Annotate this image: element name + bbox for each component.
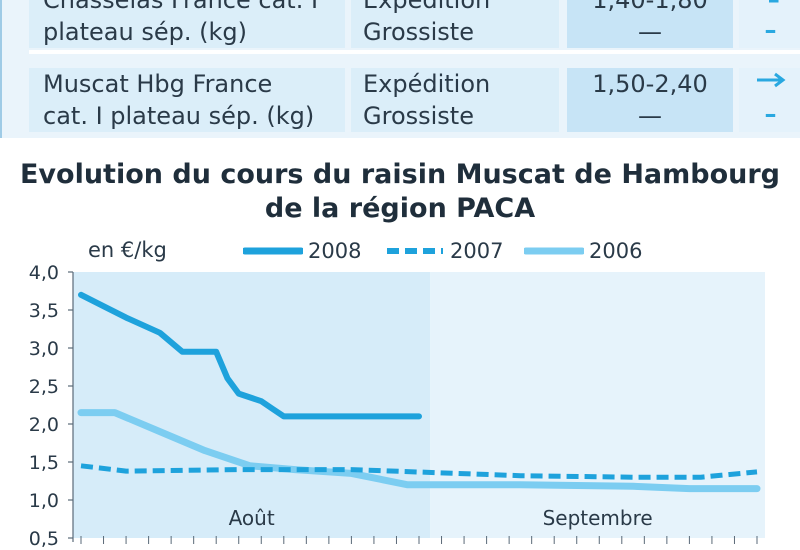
product-cell: Chasselas France cat. I plateau sép. (kg… bbox=[29, 0, 345, 48]
legend-swatch-2008 bbox=[243, 247, 303, 255]
trend-cell: – bbox=[739, 68, 800, 132]
stage-cell: Expédition Grossiste bbox=[351, 0, 559, 48]
product-name-detail: plateau sép. (kg) bbox=[43, 18, 247, 46]
stage-line: Grossiste bbox=[363, 18, 474, 46]
period-label-august: Août bbox=[229, 506, 275, 530]
trend-stable-icon bbox=[739, 68, 800, 100]
chart-title-line: de la région PACA bbox=[264, 193, 536, 224]
line-chart: 4,0 3,5 3,0 2,5 2,0 1,5 1,0 0,5 Août Septembre bbox=[29, 262, 765, 550]
chart-title-line: Evolution du cours du raisin Muscat de H… bbox=[19, 159, 781, 190]
trend-down-icon bbox=[739, 0, 800, 16]
price-value: 1,40-1,80 bbox=[592, 0, 708, 14]
price-value: — bbox=[638, 102, 662, 130]
price-value: 1,50-2,40 bbox=[592, 70, 708, 98]
trend-cell: – bbox=[739, 0, 800, 48]
legend-swatch-2006 bbox=[524, 247, 584, 255]
legend-label: 2007 bbox=[450, 239, 504, 263]
series-line-2007 bbox=[80, 463, 758, 480]
stage-line: Expédition bbox=[363, 0, 491, 14]
product-name: Chasselas France cat. I bbox=[43, 0, 319, 14]
stage-line: Grossiste bbox=[363, 102, 474, 130]
stage-cell: Expédition Grossiste bbox=[351, 68, 559, 132]
y-tick-label: 1,5 bbox=[29, 452, 59, 474]
y-tick-label: 2,0 bbox=[29, 414, 59, 436]
product-name-detail: cat. I plateau sép. (kg) bbox=[43, 102, 315, 130]
period-band-september bbox=[430, 272, 765, 538]
period-label-september: Septembre bbox=[543, 506, 653, 530]
y-tick-label: 3,0 bbox=[29, 338, 59, 360]
table-row: Muscat Hbg France cat. I plateau sép. (k… bbox=[29, 68, 800, 132]
product-cell: Muscat Hbg France cat. I plateau sép. (k… bbox=[29, 68, 345, 132]
legend-label: 2006 bbox=[589, 239, 643, 263]
y-tick-label: 3,5 bbox=[29, 300, 59, 322]
price-cell: 1,50-2,40 — bbox=[567, 68, 733, 132]
series-line-2008 bbox=[78, 291, 422, 420]
period-band-august bbox=[73, 272, 431, 538]
y-tick-label: 0,5 bbox=[29, 528, 59, 550]
price-value: — bbox=[638, 18, 662, 46]
y-tick-label: 2,5 bbox=[29, 376, 59, 398]
row-divider bbox=[29, 50, 800, 54]
chart-title: Evolution du cours du raisin Muscat de H… bbox=[0, 158, 800, 226]
product-name: Muscat Hbg France bbox=[43, 70, 273, 98]
legend-swatch-2007 bbox=[387, 248, 443, 254]
y-tick-label: 1,0 bbox=[29, 490, 59, 512]
price-table: Chasselas France cat. I plateau sép. (kg… bbox=[0, 0, 800, 138]
price-cell: 1,40-1,80 — bbox=[567, 0, 733, 48]
legend-label: 2008 bbox=[308, 239, 362, 263]
y-tick-label: 4,0 bbox=[29, 262, 59, 284]
trend-dash: – bbox=[764, 100, 777, 128]
trend-dash: – bbox=[764, 16, 777, 44]
table-row: Chasselas France cat. I plateau sép. (kg… bbox=[29, 0, 800, 48]
stage-line: Expédition bbox=[363, 70, 491, 98]
y-unit-label: en €/kg bbox=[88, 238, 167, 262]
